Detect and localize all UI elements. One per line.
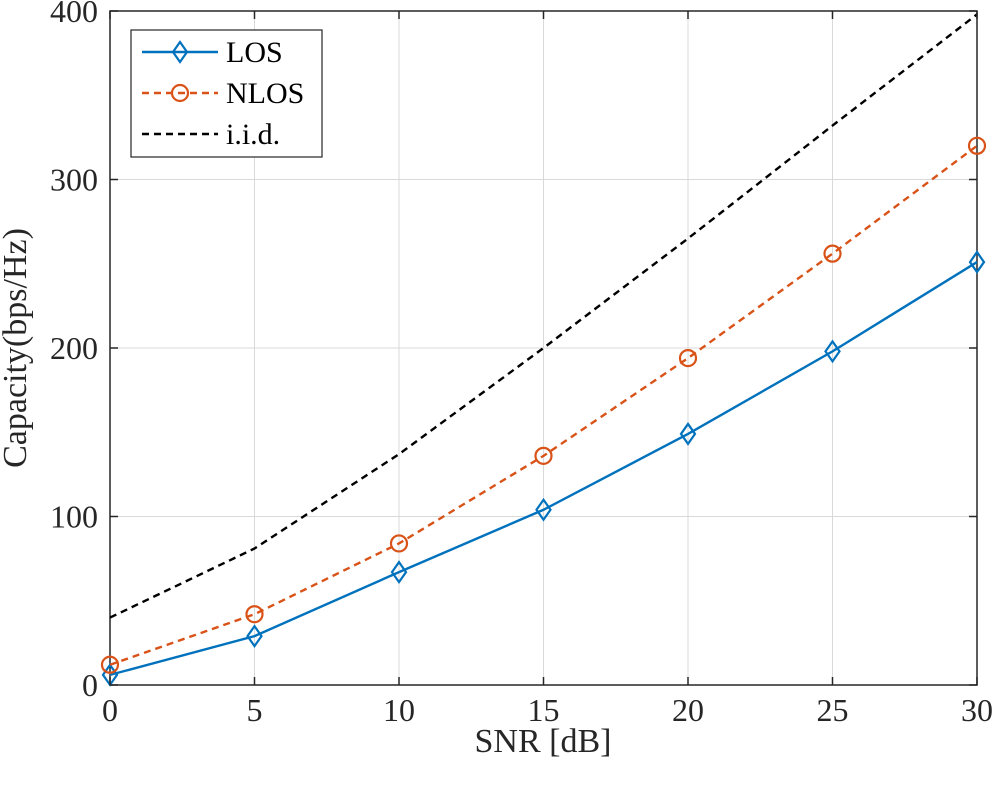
x-tick-label: 30 (961, 692, 993, 728)
legend-item-los: LOS (142, 36, 283, 69)
x-tick-label: 25 (817, 692, 849, 728)
x-tick-label: 10 (383, 692, 415, 728)
data-point-los (968, 250, 986, 274)
series-nlos (100, 136, 987, 674)
legend-label-los: LOS (226, 36, 283, 69)
y-axis-label: Capacity(bps/Hz) (0, 228, 34, 468)
legend-marker-los (171, 40, 189, 64)
data-point-nlos (100, 655, 120, 674)
series-line-i-i-d (109, 13, 978, 619)
data-point-nlos (967, 136, 987, 155)
data-point-nlos (245, 605, 264, 624)
data-point-los (824, 339, 841, 364)
y-tick-label: 300 (50, 162, 98, 198)
legend-label-i-i-d: i.i.d. (226, 118, 280, 151)
x-tick-label: 5 (247, 692, 263, 728)
legend-label-nlos: NLOS (226, 77, 304, 110)
data-point-los (246, 624, 263, 649)
data-point-nlos (389, 534, 409, 553)
data-point-los (679, 422, 697, 446)
data-point-los (535, 497, 552, 522)
y-tick-label: 400 (50, 0, 98, 29)
y-tick-label: 200 (50, 330, 98, 366)
y-tick-label: 100 (50, 499, 98, 535)
y-tick-label: 0 (82, 667, 98, 703)
series-group (100, 13, 987, 687)
legend: LOS NLOS i.i.d. (130, 29, 323, 158)
legend-marker-nlos (170, 83, 190, 103)
x-tick-label: 15 (528, 692, 560, 728)
grid (110, 11, 977, 685)
series-line-nlos (109, 144, 978, 666)
x-axis-label: SNR [dB] (475, 723, 612, 760)
legend-item-nlos: NLOS (142, 77, 304, 110)
data-point-nlos (678, 349, 698, 368)
x-tick-label: 0 (102, 692, 118, 728)
data-point-nlos (534, 446, 553, 465)
data-point-los (390, 560, 408, 585)
legend-item-i-i-d: i.i.d. (142, 118, 280, 151)
data-point-nlos (823, 244, 842, 263)
x-tick-label: 20 (672, 692, 704, 728)
series-line-los (109, 261, 978, 677)
series-i-i-d (109, 13, 978, 619)
